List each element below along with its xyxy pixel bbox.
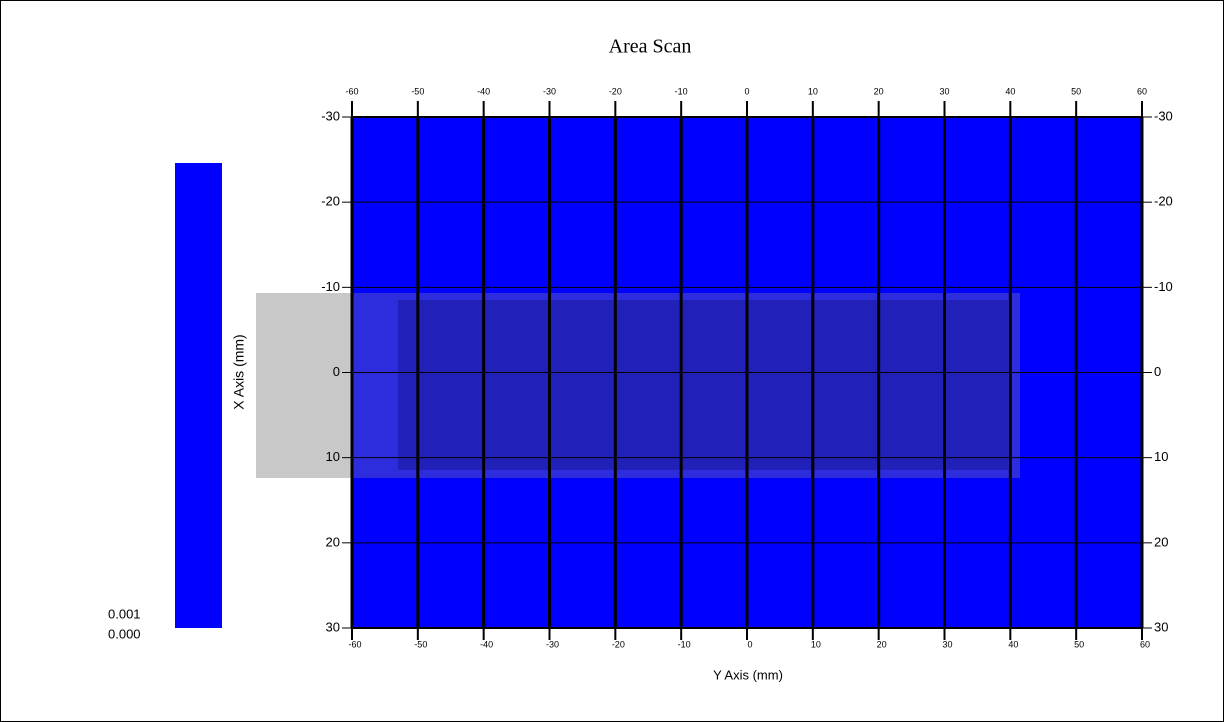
x-tick-label: 60 — [1137, 86, 1147, 96]
x-tick-label: -60 — [348, 639, 361, 649]
y-tick-label: -10 — [1154, 279, 1173, 294]
y-tick-label: 0 — [333, 364, 340, 379]
x-tick-label: 10 — [808, 86, 818, 96]
photo-overlay — [352, 293, 1020, 478]
y-tick-label: 30 — [1154, 619, 1168, 634]
x-tick-label: -10 — [678, 639, 691, 649]
chart-title: Area Scan — [609, 36, 692, 58]
x-tick-label: -30 — [546, 639, 559, 649]
x-tick-label: -50 — [414, 639, 427, 649]
colorbar-label: 0.000 — [108, 626, 141, 641]
x-tick-label: 50 — [1071, 86, 1081, 96]
y-tick-label: 10 — [326, 449, 340, 464]
x-tick-label: 30 — [939, 86, 949, 96]
y-tick-label: 20 — [1154, 534, 1168, 549]
y-tick-label: 0 — [1154, 364, 1161, 379]
colorbar — [175, 163, 222, 628]
y-tick-label: -20 — [1154, 194, 1173, 209]
y-tick-label: -30 — [321, 108, 340, 123]
x-tick-label: 40 — [1008, 639, 1018, 649]
x-tick-label: -20 — [609, 86, 622, 96]
y-tick-label: 30 — [326, 619, 340, 634]
y-tick-label: 10 — [1154, 449, 1168, 464]
x-tick-label: -10 — [675, 86, 688, 96]
x-tick-label: 50 — [1074, 639, 1084, 649]
plot-border — [351, 116, 1143, 629]
x-tick-label: 30 — [942, 639, 952, 649]
photo-overlay — [256, 293, 352, 478]
x-tick-label: -50 — [411, 86, 424, 96]
y-tick-label: -30 — [1154, 108, 1173, 123]
x-tick-label: -20 — [612, 639, 625, 649]
x-tick-label: -40 — [480, 639, 493, 649]
x-tick-label: 10 — [811, 639, 821, 649]
y-tick-label: -10 — [321, 279, 340, 294]
colorbar-label: 0.001 — [108, 606, 141, 621]
x-axis-label: Y Axis (mm) — [713, 667, 783, 682]
photo-shadow — [398, 300, 1008, 470]
x-tick-label: -60 — [345, 86, 358, 96]
x-tick-label: 60 — [1140, 639, 1150, 649]
x-tick-label: -30 — [543, 86, 556, 96]
y-axis-label: X Axis (mm) — [231, 334, 247, 409]
y-tick-label: -20 — [321, 194, 340, 209]
x-tick-label: -40 — [477, 86, 490, 96]
x-tick-label: 40 — [1005, 86, 1015, 96]
x-tick-label: 20 — [877, 639, 887, 649]
x-tick-label: 20 — [874, 86, 884, 96]
x-tick-label: 0 — [747, 639, 752, 649]
y-tick-label: 20 — [326, 534, 340, 549]
x-tick-label: 0 — [744, 86, 749, 96]
